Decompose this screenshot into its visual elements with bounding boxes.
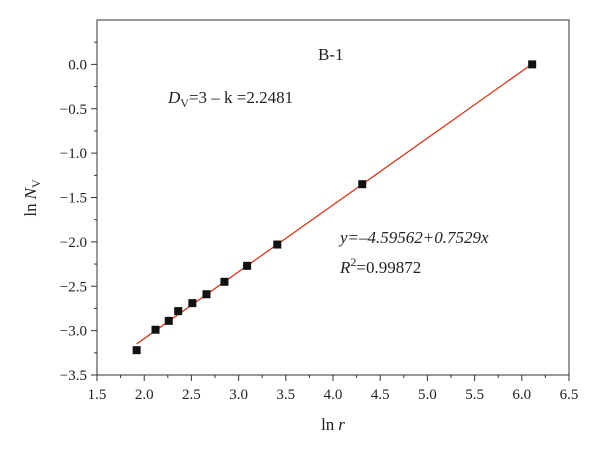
data-point <box>174 307 183 316</box>
data-points <box>132 60 537 355</box>
y-tick-label: −3.0 <box>60 324 87 340</box>
data-point <box>132 346 141 355</box>
x-tick-label: 1.5 <box>88 387 107 403</box>
y-axis: 0.0 −0.5 −1.0 −1.5 −2.0 −2.5 −3.0 −3.5 <box>60 41 97 384</box>
x-axis: 1.5 2.0 2.5 3.0 3.5 4.0 4.5 5.0 5.5 6.0 6.5 <box>88 375 579 403</box>
fit-equation: y=–4.59562+0.7529x <box>338 228 489 247</box>
y-tick-label: 0.0 <box>68 57 87 73</box>
y-axis-title: lnNV <box>21 179 43 217</box>
data-point <box>202 290 211 299</box>
data-point <box>151 325 160 334</box>
x-tick-label: 5.0 <box>418 387 437 403</box>
data-point <box>528 60 537 69</box>
x-tick-label: 4.0 <box>324 387 343 403</box>
y-tick-label: −1.0 <box>60 146 87 162</box>
data-point <box>273 240 282 249</box>
panel-label: B-1 <box>318 45 344 64</box>
x-tick-label: 2.5 <box>182 387 201 403</box>
x-tick-label: 6.0 <box>512 387 531 403</box>
x-tick-label: 6.5 <box>560 387 579 403</box>
y-tick-label: −1.5 <box>60 191 87 207</box>
x-tick-label: 3.5 <box>276 387 295 403</box>
x-tick-label: 4.5 <box>371 387 390 403</box>
y-tick-label: −3.5 <box>60 368 87 384</box>
y-tick-label: −2.0 <box>60 235 87 251</box>
data-point <box>243 261 252 270</box>
data-point <box>220 277 229 286</box>
x-tick-label: 2.0 <box>135 387 154 403</box>
x-tick-label: 5.5 <box>465 387 484 403</box>
data-point <box>164 316 173 325</box>
x-tick-label: 3.0 <box>229 387 248 403</box>
y-tick-label: −0.5 <box>60 102 87 118</box>
x-axis-title: ln r <box>321 415 345 434</box>
data-point <box>358 180 367 189</box>
r-squared: R2=0.99872 <box>339 255 421 277</box>
data-point <box>188 299 197 308</box>
dimension-annotation: DV=3 – k =2.2481 <box>167 88 293 110</box>
y-tick-label: −2.5 <box>60 279 87 295</box>
